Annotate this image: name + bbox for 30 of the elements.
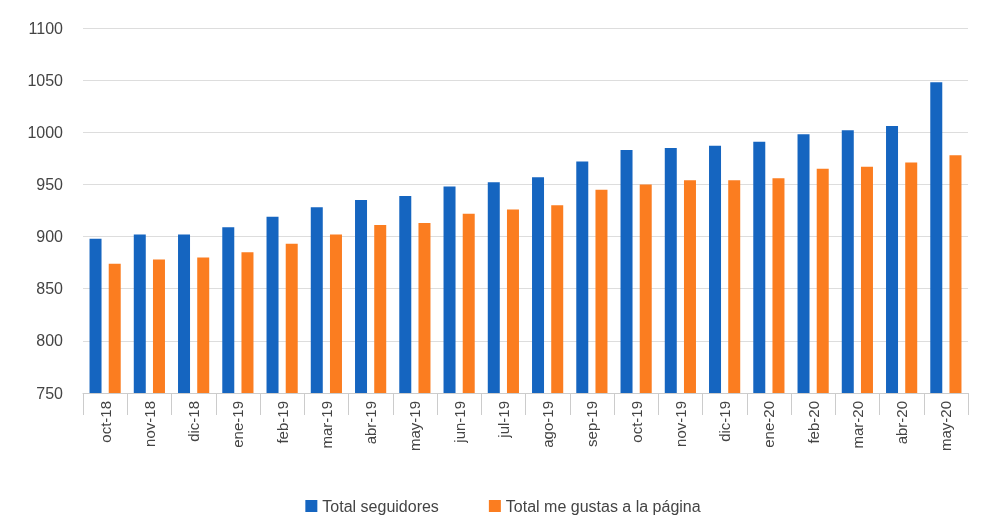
x-tick-label: may-19 [406, 401, 424, 452]
x-tick-label: jul-19 [494, 401, 512, 439]
y-tick-label: 800 [36, 332, 64, 350]
y-tick-label: 950 [36, 175, 64, 193]
x-tick-label: ene-20 [760, 401, 778, 448]
x-tick-label: ago-19 [539, 401, 557, 448]
x-tick-label: sep-19 [583, 401, 601, 447]
x-tick-label: mar-19 [317, 401, 335, 449]
y-tick-label: 1050 [27, 71, 64, 89]
x-tick-label: feb-19 [273, 401, 291, 444]
y-tick-label: 750 [36, 384, 64, 402]
x-tick-label: oct-19 [627, 401, 645, 443]
x-tick-label: mar-20 [848, 401, 866, 449]
x-tick-label: may-20 [937, 401, 955, 452]
y-tick-label: 1000 [27, 123, 64, 141]
y-tick-label: 850 [36, 280, 64, 298]
x-tick-label: dic-19 [716, 401, 734, 442]
x-tick-label: ene-19 [229, 401, 247, 448]
legend-label: Total me gustas a la página [505, 497, 701, 515]
x-tick-label: abr-20 [893, 401, 911, 445]
y-tick-label: 900 [36, 228, 64, 246]
x-tick-label: abr-19 [362, 401, 380, 445]
legend-label: Total seguidores [322, 497, 439, 515]
y-tick-label: 1100 [28, 19, 64, 37]
x-tick-label: nov-18 [140, 401, 158, 447]
x-tick-label: jun-19 [450, 401, 468, 444]
x-tick-label: nov-19 [671, 401, 689, 447]
x-tick-label: oct-18 [96, 401, 114, 443]
x-tick-label: feb-20 [804, 401, 822, 444]
x-tick-label: dic-18 [185, 401, 203, 442]
